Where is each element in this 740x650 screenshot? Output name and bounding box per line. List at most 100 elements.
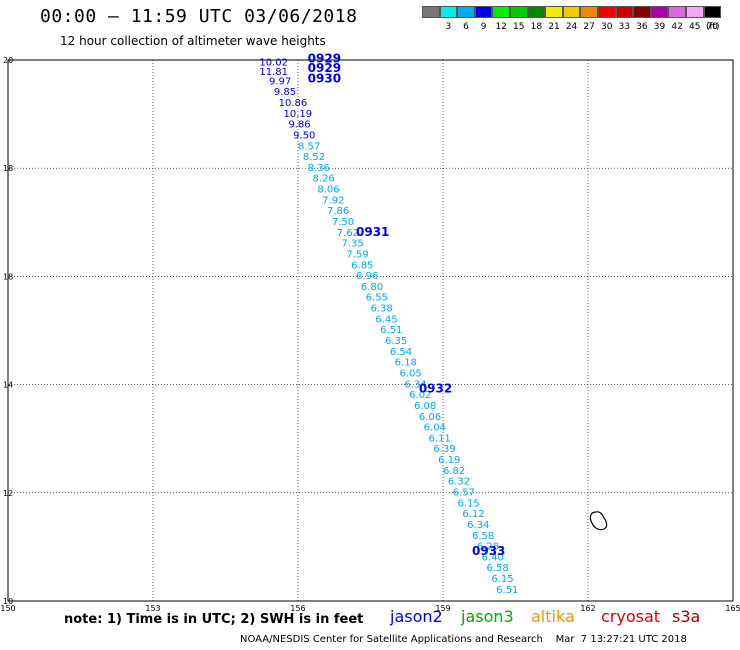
y-tick-label: 18	[3, 272, 13, 281]
x-tick-label: 156	[290, 604, 305, 613]
swh-value: 6.15	[491, 574, 513, 585]
swh-value: 6.15	[458, 498, 480, 509]
time-label: 0929	[308, 52, 341, 66]
swh-value: 9.50	[293, 130, 315, 141]
swh-value: 6.02	[409, 390, 431, 401]
colorbar-swatch	[615, 6, 634, 18]
colorbar-swatch	[685, 6, 704, 18]
swh-value: 6.51	[380, 325, 402, 336]
y-tick-label: 18	[3, 164, 13, 173]
island-outline	[589, 511, 608, 531]
colorbar-swatch	[457, 6, 475, 18]
colorbar-label: 33	[618, 22, 631, 32]
time-label: 0929	[308, 61, 341, 75]
colorbar-label: 27	[583, 22, 595, 32]
swh-value: 7.86	[327, 206, 349, 217]
swh-value: 6.34	[467, 520, 489, 531]
swh-value: 9.85	[274, 87, 296, 98]
colorbar-label: 6	[463, 22, 469, 32]
swh-value: 6.96	[356, 271, 378, 282]
colorbar-label: 39	[653, 22, 666, 32]
colorbar-swatch	[562, 6, 581, 18]
colorbar-label: 21	[548, 22, 560, 32]
colorbar-label: 3	[445, 22, 452, 32]
swh-value: 10.86	[279, 98, 308, 109]
y-tick-label: 10	[3, 597, 13, 606]
swh-value: 6.45	[375, 314, 397, 325]
swh-value: 6.06	[419, 412, 441, 423]
colorbar-label: 9	[480, 22, 487, 32]
swh-value: 7.50	[332, 217, 354, 228]
colorbar-label: 42	[671, 22, 683, 32]
swh-value: 8.57	[298, 141, 320, 152]
map-subtitle: 12 hour collection of altimeter wave hei…	[60, 34, 326, 48]
colorbar-swatch	[650, 6, 669, 18]
swh-value: 6.57	[453, 488, 475, 499]
swh-value: 6.08	[414, 401, 436, 412]
satellite-legend-altika: altika	[531, 607, 575, 626]
time-label: 0932	[419, 382, 452, 396]
colorbar-label: 12	[495, 22, 507, 32]
swh-value: 6.28	[477, 542, 499, 553]
swh-value: 8.52	[303, 152, 325, 163]
colorbar-swatch	[580, 6, 598, 18]
time-label: 0931	[356, 225, 389, 239]
colorbar-swatch	[474, 6, 493, 18]
swh-value: 6.58	[487, 563, 509, 574]
colorbar-swatch	[509, 6, 528, 18]
time-label: 0933	[472, 544, 505, 558]
swh-value: 6.32	[448, 477, 470, 488]
axis-ticks: 150 153 156 159 162 165 10 12 14 18 18 20	[0, 56, 740, 613]
colorbar-label: 30	[601, 22, 613, 32]
colorbar-label: 15	[513, 22, 525, 32]
map-title: 00:00 – 11:59 UTC 03/06/2018	[40, 6, 358, 27]
swh-value: 6.35	[385, 336, 407, 347]
colorbar-label: 45	[688, 22, 701, 32]
swh-value: 7.59	[346, 249, 368, 260]
swh-value: 7.92	[322, 195, 344, 206]
colorbar-unit: (ft)	[706, 22, 720, 32]
x-tick-label: 153	[145, 604, 160, 613]
swh-value: 6.80	[361, 282, 383, 293]
colorbar-label: 70	[706, 22, 719, 32]
swh-value: 8.06	[317, 185, 339, 196]
footer-credit: NOAA/NESDIS Center for Satellite Applica…	[240, 634, 687, 645]
swh-value: 6.58	[472, 531, 494, 542]
swh-value: 6.51	[496, 585, 518, 596]
colorbar-label: 24	[565, 22, 578, 32]
swh-value: 7.35	[342, 239, 364, 250]
swh-value: 6.12	[462, 509, 484, 520]
colorbar-swatch	[633, 6, 651, 18]
swh-value: 11.81	[259, 67, 288, 78]
satellite-legend-s3a: s3a	[672, 607, 701, 626]
colorbar-legend: 3 6 9 12 15 18 21 24 27 30 33 36 39 42 45 70	[422, 6, 722, 32]
colorbar-swatch	[545, 6, 563, 18]
colorbar-labels: 3 6 9 12 15 18 21 24 27 30 33 36 39 42 45 70	[422, 22, 721, 32]
swh-value: 6.04	[424, 423, 446, 434]
units-note: note: 1) Time is in UTC; 2) SWH is in fe…	[64, 612, 364, 627]
swh-value: 7.62	[337, 228, 359, 239]
swh-value: 6.05	[400, 368, 422, 379]
swh-value: 6.55	[366, 293, 388, 304]
swh-value: 6.18	[395, 358, 417, 369]
y-tick-label: 12	[3, 489, 13, 498]
colorbar-swatch	[527, 6, 546, 18]
y-tick-label: 20	[3, 56, 13, 65]
swh-value: 9.97	[269, 76, 291, 87]
swh-value: 6.11	[429, 433, 451, 444]
colorbar-swatch	[597, 6, 616, 18]
colorbar-swatch	[492, 6, 510, 18]
colorbar-label: 36	[636, 22, 648, 32]
time-label: 0930	[308, 72, 341, 86]
colorbar-swatch	[439, 6, 458, 18]
swh-value: 6.34	[404, 379, 426, 390]
swh-value: 6.82	[443, 466, 465, 477]
colorbar-swatch	[422, 6, 440, 18]
map-frame	[7, 59, 734, 602]
swh-value: 8.36	[308, 163, 330, 174]
x-tick-label: 162	[580, 604, 595, 613]
swh-track: 10.0211.819.979.8510.8610.199.869.508.57…	[259, 57, 518, 595]
satellite-legend-cryosat: cryosat	[601, 607, 661, 626]
